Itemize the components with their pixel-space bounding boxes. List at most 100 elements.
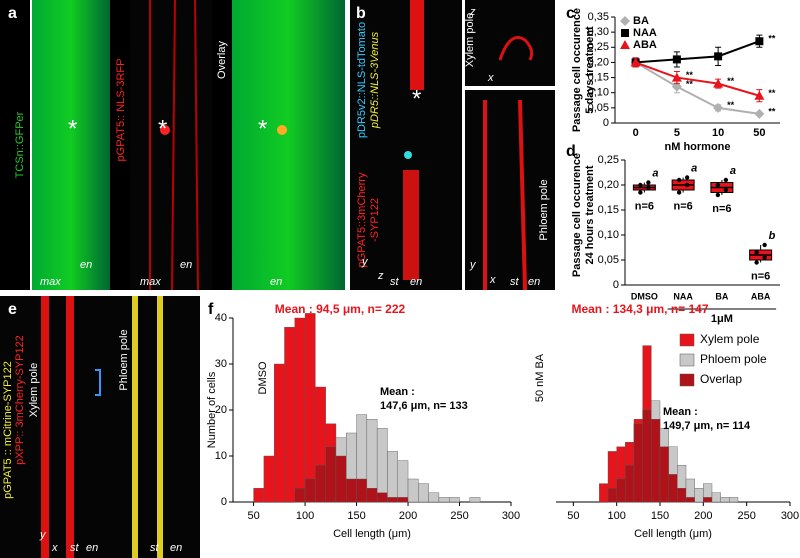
- bar: [376, 428, 388, 503]
- nucleus: [160, 125, 170, 135]
- marker: [714, 52, 723, 61]
- overlap-bar: [335, 455, 347, 503]
- bar: [284, 327, 295, 503]
- significance: **: [768, 34, 776, 44]
- y-axis-label: 5 days treatment: [584, 26, 596, 114]
- micrograph: [32, 0, 110, 290]
- marker-label: pGPAT5 :: mCitrine-SYP122: [2, 361, 14, 499]
- x-axis-label: Cell length (μm): [333, 528, 411, 540]
- tissue-label: en: [528, 276, 540, 288]
- axis-letter: y: [361, 256, 369, 268]
- marker-label: -SYP122: [369, 198, 381, 242]
- axis-letter: z: [469, 6, 476, 18]
- annotation: Mean :: [380, 386, 415, 398]
- reporter-label: pDR5::NLS-3Venus: [369, 31, 381, 129]
- overlap-bar: [633, 423, 643, 503]
- bar: [304, 313, 316, 503]
- marker: [620, 40, 630, 49]
- point: [715, 192, 721, 198]
- pole-label: Phloem pole: [118, 329, 130, 390]
- bar: [711, 492, 721, 503]
- significance: **: [768, 106, 776, 116]
- overlap-bar: [315, 465, 326, 503]
- overlap-bar: [607, 488, 617, 503]
- bar: [599, 483, 609, 503]
- x-tick-label: 5: [674, 127, 680, 139]
- overlap-bar: [294, 488, 306, 503]
- series-line: [635, 61, 760, 97]
- bar: [418, 483, 429, 503]
- micrograph: [0, 296, 200, 558]
- panel-b: b pDR5v2::NLS-tdTomato pDR5::NLS-3Venus …: [350, 0, 555, 291]
- cells: [132, 296, 163, 558]
- overlap-bar: [387, 497, 398, 503]
- tissue-label: st: [510, 276, 520, 288]
- point: [754, 260, 759, 265]
- panel-label: c: [566, 5, 575, 22]
- nucleus: [277, 125, 287, 135]
- series-line: [635, 40, 760, 64]
- marker-label: pXPP:: 3mCherry-SYP122: [14, 335, 26, 465]
- x-tick-label: 100: [607, 510, 625, 522]
- bar: [428, 492, 440, 503]
- x-tick-label: 200: [399, 510, 417, 522]
- x-tick-label: DMSO: [631, 291, 658, 301]
- letter: a: [691, 162, 697, 174]
- bar: [263, 455, 275, 503]
- overlap-bar: [651, 419, 661, 503]
- marker: [713, 78, 724, 88]
- x-tick-label: ABA: [751, 291, 771, 301]
- y-tick-label: 0,30: [588, 26, 609, 38]
- cell: [403, 170, 419, 280]
- x-tick-label: 50: [567, 510, 579, 522]
- asterisk: *: [158, 115, 167, 142]
- overlap-bar: [616, 478, 626, 503]
- x-tick-label: 150: [347, 510, 365, 522]
- marker: [671, 81, 682, 92]
- condition-label: DMSO: [257, 361, 269, 394]
- y-tick-label: 30: [215, 358, 227, 370]
- overlap-bar: [356, 478, 368, 503]
- point: [676, 190, 682, 195]
- legend-label: NAA: [633, 27, 657, 39]
- n-label: n=6: [635, 200, 654, 212]
- bar: [387, 451, 398, 503]
- x-axis-label: nM hormone: [665, 141, 731, 153]
- overlap-bar: [685, 497, 695, 503]
- marker: [621, 29, 629, 37]
- x-tick-label: 250: [737, 510, 755, 522]
- micrograph: [232, 0, 345, 290]
- point: [646, 180, 651, 185]
- axis-letter: x: [51, 542, 58, 554]
- x-axis-label: Cell length (μm): [634, 528, 712, 540]
- overlap-bar: [659, 446, 669, 503]
- n-label: n=6: [712, 203, 731, 215]
- marker: [672, 55, 681, 64]
- label-strip: [0, 0, 30, 290]
- y-axis-label: Passage cell occurence: [571, 153, 583, 277]
- y-axis-label: 24 hours treatment: [584, 165, 596, 264]
- tissue-label: en: [410, 276, 422, 288]
- y-tick-label: 0,20: [598, 179, 619, 191]
- bar: [469, 497, 481, 503]
- legend-label: Phloem pole: [700, 352, 767, 366]
- series-line: [635, 61, 760, 115]
- overlap-bar: [325, 446, 337, 503]
- legend-label: Overlap: [700, 372, 742, 386]
- legend-swatch: [679, 373, 695, 387]
- cell: [498, 36, 534, 61]
- marker: [620, 16, 630, 26]
- nucleus: [404, 151, 412, 159]
- axis-letter: y: [39, 529, 47, 541]
- group-label: 1μM: [711, 313, 733, 325]
- annotation: 149,7 μm, n= 114: [663, 420, 751, 432]
- overlap-bar: [703, 497, 713, 503]
- tissue-label: en: [180, 259, 192, 271]
- y-axis-label: Passage cell occurence: [571, 8, 583, 132]
- panel-label: d: [566, 143, 576, 160]
- panel-label: b: [356, 5, 366, 22]
- y-tick-label: 0,15: [588, 71, 609, 83]
- x-tick-label: BA: [715, 291, 728, 301]
- point: [638, 182, 643, 188]
- significance: **: [768, 88, 776, 98]
